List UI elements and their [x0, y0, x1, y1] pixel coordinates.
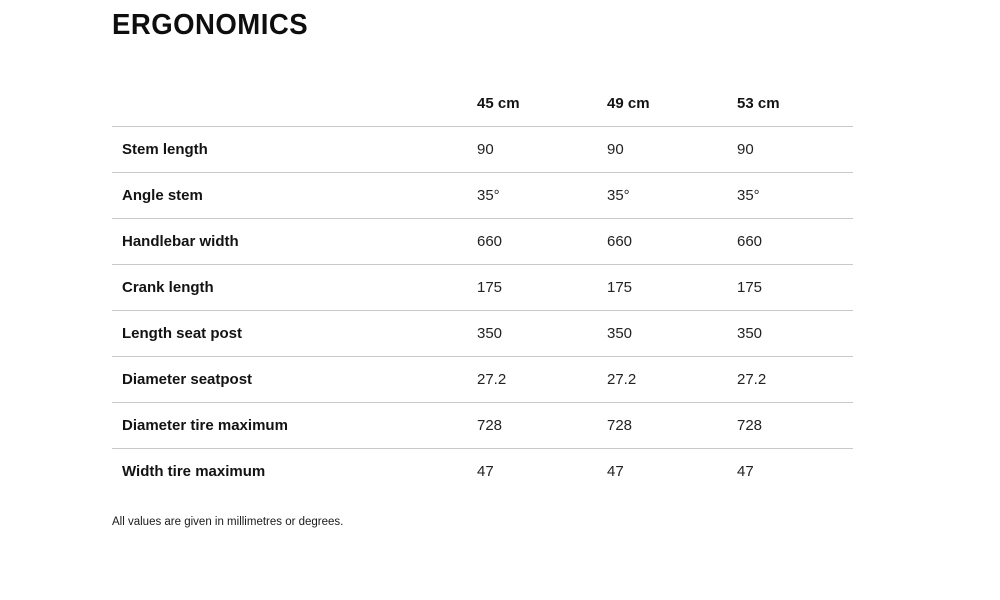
footnote: All values are given in millimetres or d…: [112, 516, 344, 528]
row-value: 90: [467, 126, 597, 173]
row-label: Diameter tire maximum: [112, 402, 467, 449]
page-title: ERGONOMICS: [112, 9, 309, 41]
column-header-49cm: 49 cm: [597, 44, 727, 127]
table-row: Width tire maximum 47 47 47: [112, 449, 853, 495]
row-value: 660: [727, 218, 853, 265]
row-value: 728: [467, 402, 597, 449]
ergonomics-table: 45 cm 49 cm 53 cm Stem length 90 90 90 Angle…: [112, 44, 853, 494]
table-row: Stem length 90 90 90: [112, 126, 853, 173]
row-label: Angle stem: [112, 172, 467, 219]
row-value: 90: [727, 126, 853, 173]
row-value: 47: [607, 463, 624, 480]
row-value: 728: [727, 402, 853, 449]
table-row: Length seat post 350 350 350: [112, 310, 853, 357]
row-value: 175: [597, 264, 727, 311]
row-value: 175: [467, 264, 597, 311]
row-value: 660: [467, 218, 597, 265]
row-value: 27.2: [467, 356, 597, 403]
row-value: 35°: [597, 172, 727, 219]
row-value: 35°: [727, 172, 853, 219]
row-label: Handlebar width: [112, 218, 467, 265]
row-value: 47: [477, 463, 494, 480]
row-value: 350: [727, 310, 853, 357]
column-header-53cm: 53 cm: [727, 44, 853, 127]
table-row: Angle stem 35° 35° 35°: [112, 172, 853, 219]
row-value: 660: [597, 218, 727, 265]
row-label: Stem length: [112, 126, 467, 173]
row-value: 27.2: [597, 356, 727, 403]
corner-cell: [112, 44, 467, 127]
row-label: Diameter seatpost: [112, 356, 467, 403]
table-row: Handlebar width 660 660 660: [112, 218, 853, 265]
table-row: Crank length 175 175 175: [112, 264, 853, 311]
table-row: Diameter tire maximum 728 728 728: [112, 402, 853, 449]
table-row: Diameter seatpost 27.2 27.2 27.2: [112, 356, 853, 403]
ergonomics-section: ERGONOMICS 45 cm 49 cm 53 cm Stem length…: [112, 6, 853, 528]
row-value: 175: [727, 264, 853, 311]
row-label: Crank length: [112, 264, 467, 311]
row-label: Length seat post: [112, 310, 467, 357]
table-body: Stem length 90 90 90 Angle stem 35° 35° 35° Hand…: [112, 126, 853, 495]
column-header-45cm: 45 cm: [467, 44, 597, 127]
row-value: 27.2: [727, 356, 853, 403]
row-value: 47: [737, 463, 754, 480]
header-row: 45 cm 49 cm 53 cm: [112, 44, 853, 127]
row-label: Width tire maximum: [122, 463, 266, 480]
row-value: 35°: [467, 172, 597, 219]
row-value: 350: [467, 310, 597, 357]
row-value: 728: [597, 402, 727, 449]
row-value: 90: [597, 126, 727, 173]
row-value: 350: [597, 310, 727, 357]
table-header: 45 cm 49 cm 53 cm: [112, 44, 853, 127]
